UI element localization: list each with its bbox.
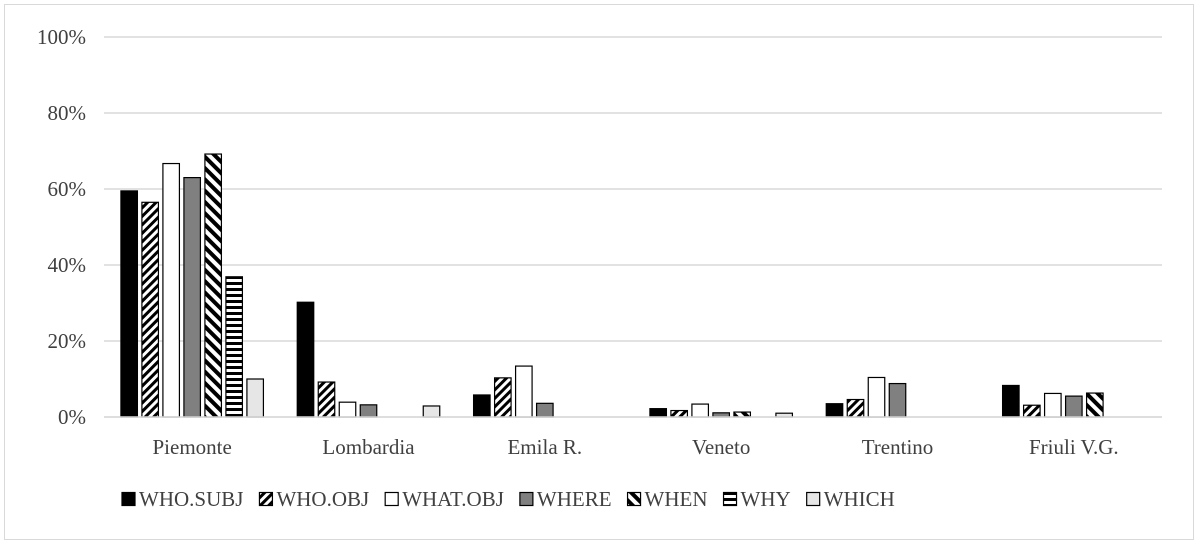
bar-where [888, 382, 907, 418]
legend: WHO.SUBJ WHO.OBJ WHAT.OBJ WHERE WHEN WHY WHICH [121, 487, 895, 511]
chart-frame [4, 4, 1194, 540]
bars [120, 153, 1104, 418]
bar-who-obj [1022, 404, 1041, 418]
y-tick-label: 20% [48, 329, 87, 353]
y-tick-label: 80% [48, 101, 87, 125]
bar-who-obj [141, 201, 160, 418]
x-axis: Piemonte Lombardia Emila R. Veneto Trentino F… [104, 416, 1162, 459]
legend-swatch [626, 491, 642, 507]
bar-why [225, 276, 244, 418]
bar-who-subj [825, 403, 844, 418]
legend-item: WHO.OBJ [258, 487, 369, 511]
y-tick-label: 60% [48, 177, 87, 201]
bar-who-obj [670, 409, 689, 418]
legend-item: WHAT.OBJ [384, 487, 504, 511]
bar-who-subj [472, 394, 491, 418]
y-tick-label: 40% [48, 253, 87, 277]
bar-what-obj [1043, 392, 1062, 418]
legend-label: WHO.SUBJ [139, 487, 243, 511]
y-tick-label: 0% [58, 405, 86, 429]
legend-swatch [519, 491, 534, 507]
x-tick-label: Piemonte [153, 435, 232, 459]
legend-swatch [384, 491, 399, 507]
bar-when [204, 153, 223, 418]
bar-where [183, 177, 202, 418]
x-tick-label: Friuli V.G. [1029, 435, 1119, 459]
legend-item: WHEN [626, 487, 708, 511]
legend-item: WHICH [806, 487, 895, 511]
bar-what-obj [338, 401, 357, 418]
legend-label: WHICH [824, 487, 895, 511]
x-tick-label: Lombardia [322, 435, 415, 459]
bar-what-obj [691, 403, 710, 418]
legend-label: WHEN [645, 487, 708, 511]
bar-who-obj [846, 398, 865, 418]
bar-what-obj [867, 376, 886, 418]
legend-item: WHERE [519, 487, 612, 511]
legend-swatch [121, 491, 136, 507]
bar-what-obj [162, 162, 181, 418]
bar-when [1085, 392, 1104, 418]
y-axis: 0% 20% 40% 60% 80% 100% [37, 25, 86, 429]
bar-where [359, 404, 378, 418]
legend-item: WHO.SUBJ [121, 487, 243, 511]
legend-label: WHERE [537, 487, 612, 511]
bar-who-subj [296, 301, 315, 418]
x-tick-label: Trentino [862, 435, 934, 459]
bar-which [246, 378, 265, 418]
bar-what-obj [514, 365, 533, 418]
legend-item: WHY [722, 487, 791, 511]
legend-label: WHAT.OBJ [402, 487, 504, 511]
legend-swatch [722, 491, 738, 507]
gridlines [104, 36, 1162, 418]
bar-who-subj [1001, 384, 1020, 418]
bar-which [422, 405, 441, 418]
legend-label: WHO.OBJ [276, 487, 369, 511]
x-tick-label: Emila R. [507, 435, 582, 459]
bar-who-subj [120, 190, 139, 418]
bar-who-obj [317, 381, 336, 418]
bar-where [1064, 395, 1083, 418]
legend-label: WHY [741, 487, 791, 511]
legend-swatch [258, 491, 274, 507]
bar-where [535, 402, 554, 418]
bar-who-obj [493, 377, 512, 418]
x-tick-label: Veneto [692, 435, 750, 459]
bar-who-subj [649, 408, 668, 418]
legend-swatch [806, 491, 821, 507]
y-tick-label: 100% [37, 25, 86, 49]
